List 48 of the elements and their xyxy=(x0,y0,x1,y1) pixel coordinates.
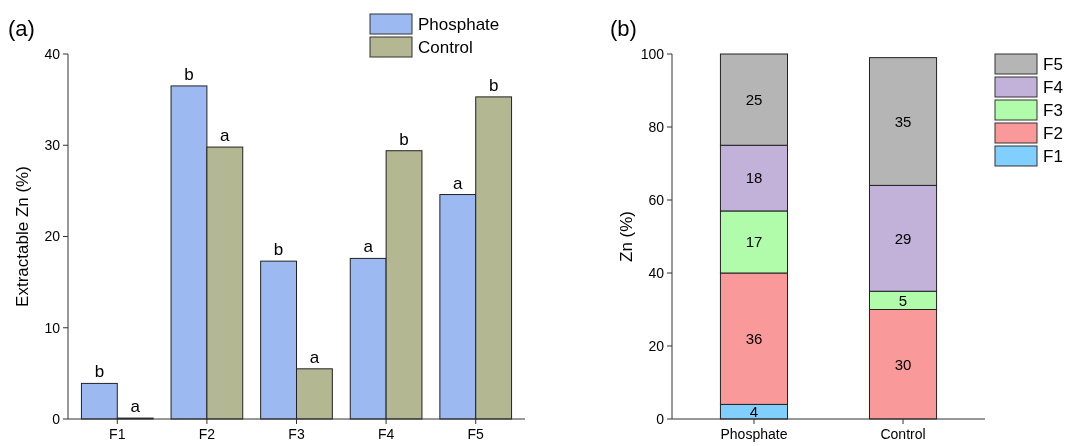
data-label: b xyxy=(488,75,499,95)
legend-label: Control xyxy=(418,37,473,57)
legend-label: F1 xyxy=(1043,146,1063,166)
y-tick-label: 40 xyxy=(648,264,665,281)
data-label: 4 xyxy=(749,402,759,420)
y-tick-label: 20 xyxy=(44,228,61,245)
data-label: 25 xyxy=(745,90,763,108)
chart-title: (a) xyxy=(8,16,35,41)
data-label: 30 xyxy=(894,355,912,373)
y-tick-label: 0 xyxy=(656,410,665,427)
legend-label: F4 xyxy=(1043,77,1063,97)
x-tick-label: F5 xyxy=(467,426,485,442)
y-tick-label: 60 xyxy=(648,191,665,208)
data-label: b xyxy=(94,362,105,382)
legend-label: F5 xyxy=(1043,54,1063,74)
data-label: 35 xyxy=(894,112,912,130)
x-tick-label: Control xyxy=(880,426,926,442)
data-label: 36 xyxy=(745,329,763,347)
data-label: a xyxy=(453,173,464,193)
legend-label: F3 xyxy=(1043,100,1063,120)
legend-label: Phosphate xyxy=(418,14,500,34)
chart-title: (b) xyxy=(610,16,637,41)
data-label: a xyxy=(220,126,231,146)
data-label: b xyxy=(273,240,284,260)
data-label: a xyxy=(309,347,320,367)
data-label: b xyxy=(399,129,409,149)
data-label: 18 xyxy=(745,169,763,187)
data-label: 5 xyxy=(898,291,908,309)
y-axis-title: Extractable Zn (%) xyxy=(13,166,32,307)
x-tick-label: F1 xyxy=(109,426,126,442)
y-tick-label: 20 xyxy=(648,337,665,354)
x-tick-label: F4 xyxy=(377,426,395,442)
y-axis-title: Zn (%) xyxy=(617,211,636,262)
data-label: a xyxy=(363,237,374,257)
x-tick-label: F2 xyxy=(198,426,216,442)
y-tick-label: 80 xyxy=(648,118,665,135)
y-tick-label: 40 xyxy=(44,45,61,62)
legend-label: F2 xyxy=(1043,123,1063,143)
data-label: a xyxy=(130,397,141,417)
data-label: 29 xyxy=(894,229,912,247)
x-tick-label: Phosphate xyxy=(720,426,788,442)
y-tick-label: 0 xyxy=(52,410,61,427)
data-label: 17 xyxy=(745,233,763,251)
data-label: b xyxy=(184,64,194,84)
x-tick-label: F3 xyxy=(288,426,305,442)
y-tick-label: 30 xyxy=(44,137,61,154)
y-tick-label: 100 xyxy=(640,45,665,62)
y-tick-label: 10 xyxy=(44,319,61,336)
